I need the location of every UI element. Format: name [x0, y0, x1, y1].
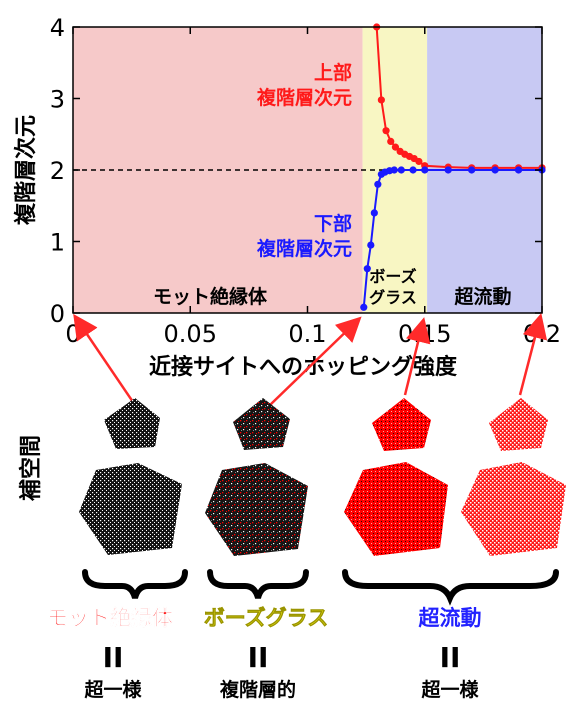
- series-1-point: [397, 166, 405, 174]
- series-group: [360, 23, 546, 311]
- series-label-upper-line2: 複階層次元: [256, 86, 352, 109]
- region-label-mott: モット絶縁体: [153, 285, 268, 308]
- series-1-point: [390, 166, 398, 174]
- series-0-point: [391, 143, 400, 151]
- series-label-lower-line2: 複階層次元: [256, 237, 352, 260]
- result-superfluid: 超一様: [420, 678, 479, 701]
- group-labels: モット絶縁体 ボーズグラス 超流動 II II II 超一様 複階層的 超一様: [47, 606, 482, 701]
- series-1-point: [370, 209, 378, 217]
- series-0-point: [387, 137, 395, 145]
- braces: [82, 569, 559, 606]
- region-label-bose-line2: グラス: [369, 288, 417, 307]
- brace-mott: [82, 569, 188, 599]
- y-tick-label: 4: [50, 14, 65, 42]
- series-1-point: [363, 265, 371, 273]
- equals-mott: II: [103, 641, 124, 674]
- series-0-point: [415, 157, 423, 166]
- complement-space-label: 補空間: [18, 435, 44, 502]
- y-tick-label: 1: [50, 229, 65, 257]
- series-1-point: [367, 241, 375, 249]
- equals-superfluid: II: [440, 641, 461, 674]
- series-1-point: [374, 180, 382, 188]
- y-tick-label: 0: [50, 300, 65, 328]
- x-tick-label: 0.05: [164, 320, 217, 348]
- series-1-point: [421, 166, 429, 174]
- y-tick-label: 2: [50, 157, 65, 185]
- brace-superfluid: [342, 569, 559, 606]
- series-label-lower-line1: 下部: [314, 212, 352, 235]
- result-bose: 複階層的: [219, 678, 296, 701]
- pattern-mott-large: [79, 463, 182, 555]
- pattern-superfluid-small-2: [489, 398, 548, 451]
- series-1-point: [514, 166, 523, 174]
- region-label-superfluid: 超流動: [453, 285, 511, 308]
- x-tick-label: 0.2: [523, 320, 561, 348]
- pattern-mott-small: [104, 398, 160, 449]
- arrow-superfluid-1: [403, 317, 431, 396]
- pattern-superfluid-small-1: [372, 398, 431, 451]
- series-1-point: [468, 166, 476, 174]
- series-1-point: [491, 166, 499, 174]
- series-label-upper-line1: 上部: [314, 61, 352, 84]
- group-label-bose: ボーズグラス: [204, 606, 329, 630]
- equals-bose: II: [248, 641, 269, 674]
- pentagon-patterns: [79, 398, 566, 556]
- region-label-bose-line1: ボーズ: [369, 267, 416, 286]
- series-0-point: [377, 96, 385, 104]
- series-1-point: [409, 166, 417, 174]
- pattern-bose-small: [233, 398, 290, 450]
- arrow-superfluid-2: [518, 313, 548, 396]
- arrow-mott: [73, 313, 137, 406]
- x-tick-label: 0: [65, 320, 80, 348]
- x-tick-label: 0.15: [398, 320, 451, 348]
- series-1-point: [360, 303, 368, 311]
- x-axis-title: 近接サイトへのホッピング強度: [149, 354, 458, 380]
- x-tick-label: 0.1: [288, 320, 326, 348]
- series-0-point: [382, 127, 390, 135]
- brace-bose: [207, 569, 309, 599]
- result-mott: 超一様: [83, 678, 142, 701]
- pattern-bose-large: [205, 463, 308, 556]
- y-axis-title: 複階層次元: [13, 115, 39, 225]
- y-tick-label: 3: [50, 86, 65, 114]
- arrow-bose: [269, 316, 362, 406]
- group-label-mott: モット絶縁体: [47, 606, 174, 630]
- pattern-superfluid-large-2: [461, 462, 566, 556]
- pattern-superfluid-large-1: [344, 462, 448, 556]
- arrows: [73, 313, 548, 406]
- series-1-point: [444, 166, 452, 174]
- group-label-superfluid: 超流動: [419, 606, 482, 630]
